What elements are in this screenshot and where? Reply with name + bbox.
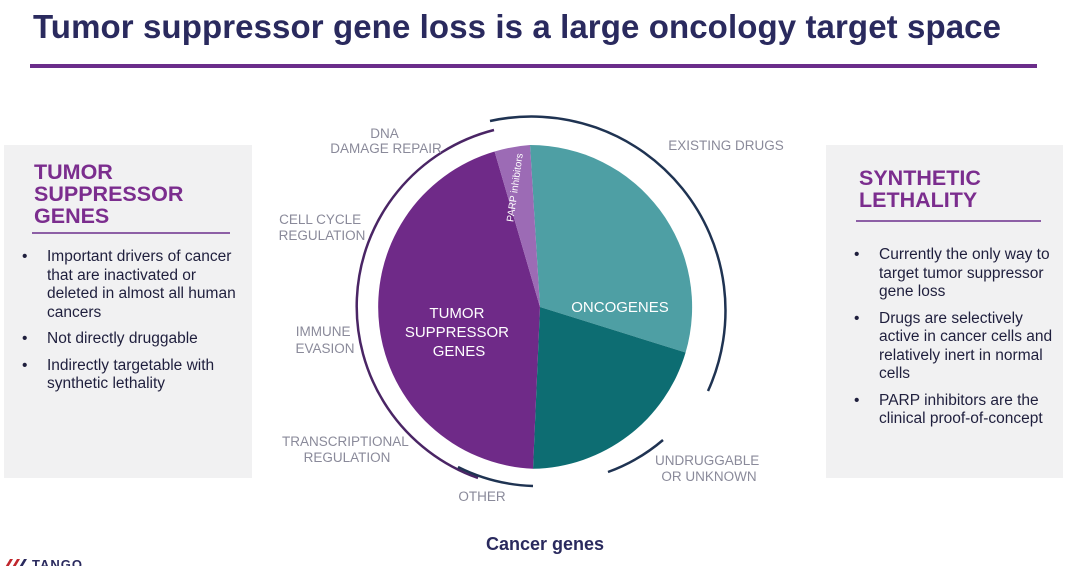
label-line: DNA xyxy=(370,126,398,141)
tumor-suppressor-segment xyxy=(378,151,540,469)
label-line: CELL CYCLE xyxy=(279,212,361,227)
undruggable-arc xyxy=(607,439,664,474)
label-line: IMMUNE xyxy=(296,324,351,339)
tumor-suppressor-bullets: • Important drivers of cancer that are in… xyxy=(20,248,245,402)
label-line: UNDRUGGABLE xyxy=(655,453,759,468)
label-line: REGULATION xyxy=(279,228,366,243)
synthetic-lethality-bullets: • Currently the only way to target tumor … xyxy=(852,246,1060,437)
undruggable-segment xyxy=(533,307,686,469)
synthetic-lethality-heading: SYNTHETIC LETHALITY xyxy=(859,166,981,212)
existing-drugs-arc xyxy=(489,115,727,392)
title-divider xyxy=(30,64,1037,68)
tumor-suppressor-heading: TUMOR SUPPRESSOR GENES xyxy=(34,160,184,228)
oncogenes-label: ONCOGENES xyxy=(571,299,669,316)
list-item: • Indirectly targetable with synthetic le… xyxy=(22,356,215,393)
tango-logo-text: TANGO xyxy=(32,557,83,566)
immune-evasion-label: IMMUNE EVASION xyxy=(295,324,354,356)
bullet-icon: • xyxy=(22,248,28,265)
tumor-suppressor-genes-label: TUMOR SUPPRESSOR GENES xyxy=(405,305,513,360)
tango-logo: TANGO xyxy=(4,556,104,566)
bullet-icon: • xyxy=(22,330,28,347)
bullet-icon: • xyxy=(854,309,860,327)
label-line: REGULATION xyxy=(304,450,391,465)
other-arc xyxy=(457,465,534,488)
list-item: • Drugs are selectively active in cancer … xyxy=(854,309,1053,383)
list-item: • PARP inhibitors are the clinical proof-… xyxy=(854,391,1043,428)
list-item: • Important drivers of cancer that are in… xyxy=(22,248,236,321)
parp-inhibitors-segment xyxy=(494,145,540,307)
panel-divider xyxy=(32,232,230,234)
label-line: EVASION xyxy=(295,341,354,356)
label-line: GENES xyxy=(433,343,486,360)
label-line: DAMAGE REPAIR xyxy=(330,141,442,156)
existing-drugs-label: EXISTING DRUGS xyxy=(668,138,784,153)
diagram-caption: Cancer genes xyxy=(485,534,605,554)
label-line: SUPPRESSOR xyxy=(405,324,509,341)
transcriptional-regulation-label: TRANSCRIPTIONAL REGULATION xyxy=(282,434,412,465)
cell-cycle-regulation-label: CELL CYCLE REGULATION xyxy=(279,212,366,243)
oncogenes-segment xyxy=(530,144,693,353)
list-item: • Not directly druggable xyxy=(22,330,198,347)
list-item: • Currently the only way to target tumor … xyxy=(854,246,1050,300)
label-line: TUMOR xyxy=(429,305,484,322)
label-line: OR UNKNOWN xyxy=(661,469,756,484)
bullet-icon: • xyxy=(854,391,860,409)
undruggable-or-unknown-label: UNDRUGGABLE OR UNKNOWN xyxy=(655,453,763,484)
bullet-icon: • xyxy=(22,356,28,374)
panel-divider xyxy=(856,220,1041,222)
synthetic-lethality-panel: SYNTHETIC LETHALITY • Currently the only … xyxy=(826,145,1063,478)
other-label: OTHER xyxy=(458,489,506,504)
tumor-suppressor-panel: TUMOR SUPPRESSOR GENES • Important driver… xyxy=(4,145,252,478)
label-line: TRANSCRIPTIONAL xyxy=(282,434,409,449)
slide-title: Tumor suppressor gene loss is a large on… xyxy=(33,8,1002,45)
cancer-genes-diagram: ONCOGENES TUMOR SUPPRESSOR GENES PARP in… xyxy=(279,115,784,504)
bullet-icon: • xyxy=(854,246,860,263)
tango-logo-icon xyxy=(5,559,27,566)
dna-damage-repair-label: DNA DAMAGE REPAIR xyxy=(330,126,442,156)
tumor-suppressor-arc xyxy=(355,128,495,480)
